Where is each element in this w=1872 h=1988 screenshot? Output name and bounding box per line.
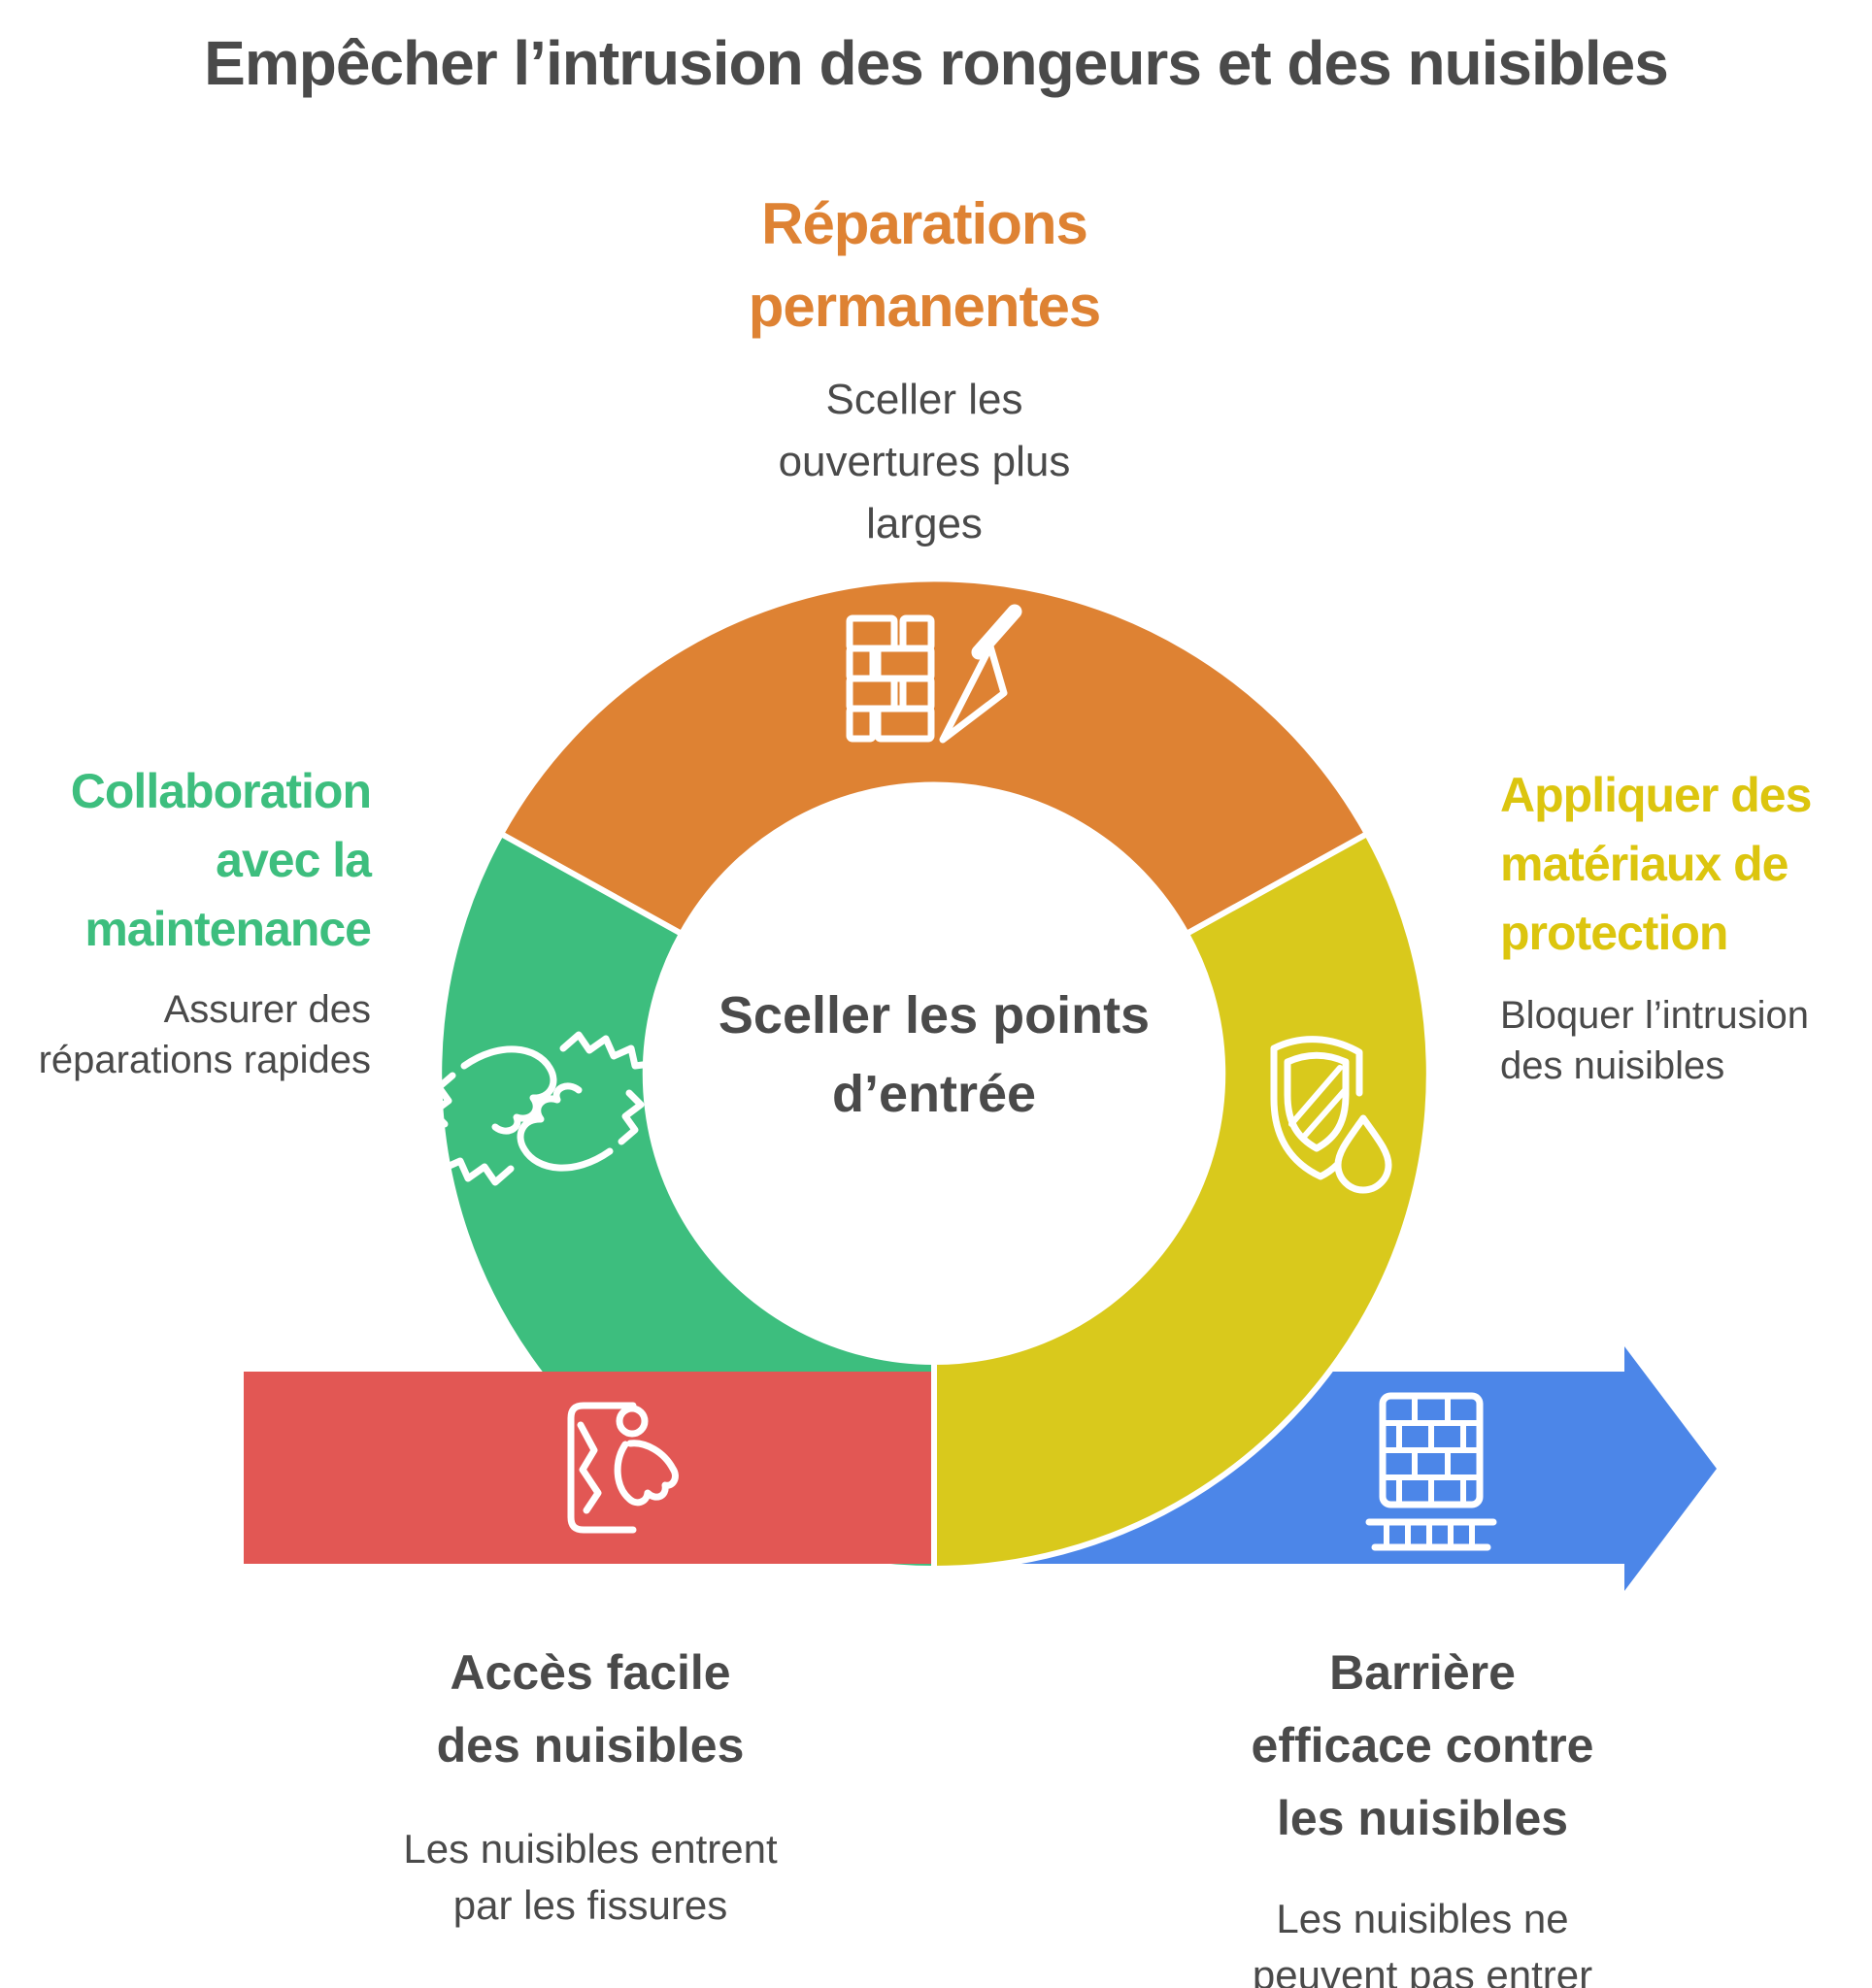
ring-segment-right: [931, 831, 1432, 1572]
section-bottom-right-description: Les nuisibles ne peuvent pas entrer: [1252, 1896, 1593, 1988]
section-bottom-right-heading: Barrière efficace contre les nuisibles: [1251, 1645, 1594, 1845]
section-right-description: Bloquer l’intrusion des nuisibles: [1500, 994, 1809, 1087]
section-left-description: Assurer des réparations rapides: [38, 988, 371, 1081]
cracked-door-pest-icon: [567, 1402, 679, 1534]
section-bottom-left-description: Les nuisibles entrent par les fissures: [403, 1826, 778, 1928]
brick-trowel-icon: [846, 604, 1022, 744]
section-bottom-left-heading: Accès facile des nuisibles: [436, 1645, 745, 1773]
section-left-heading: Collaboration avec la maintenance: [70, 764, 372, 956]
handshake-icon: [419, 1031, 654, 1186]
section-top-description: Sceller les ouvertures plus larges: [778, 376, 1071, 547]
ring-segment-top: [498, 576, 1370, 937]
shield-droplet-icon: [1270, 1036, 1392, 1194]
section-right-heading: Appliquer des matériaux de protection: [1500, 768, 1812, 960]
page-title: Empêcher l’intrusion des rongeurs et des…: [204, 28, 1669, 98]
section-top-heading: Réparations permanentes: [748, 191, 1101, 340]
cycle-center-label: Sceller les points d’entrée: [718, 986, 1151, 1123]
brick-wall-barrier-icon: [1365, 1392, 1497, 1551]
